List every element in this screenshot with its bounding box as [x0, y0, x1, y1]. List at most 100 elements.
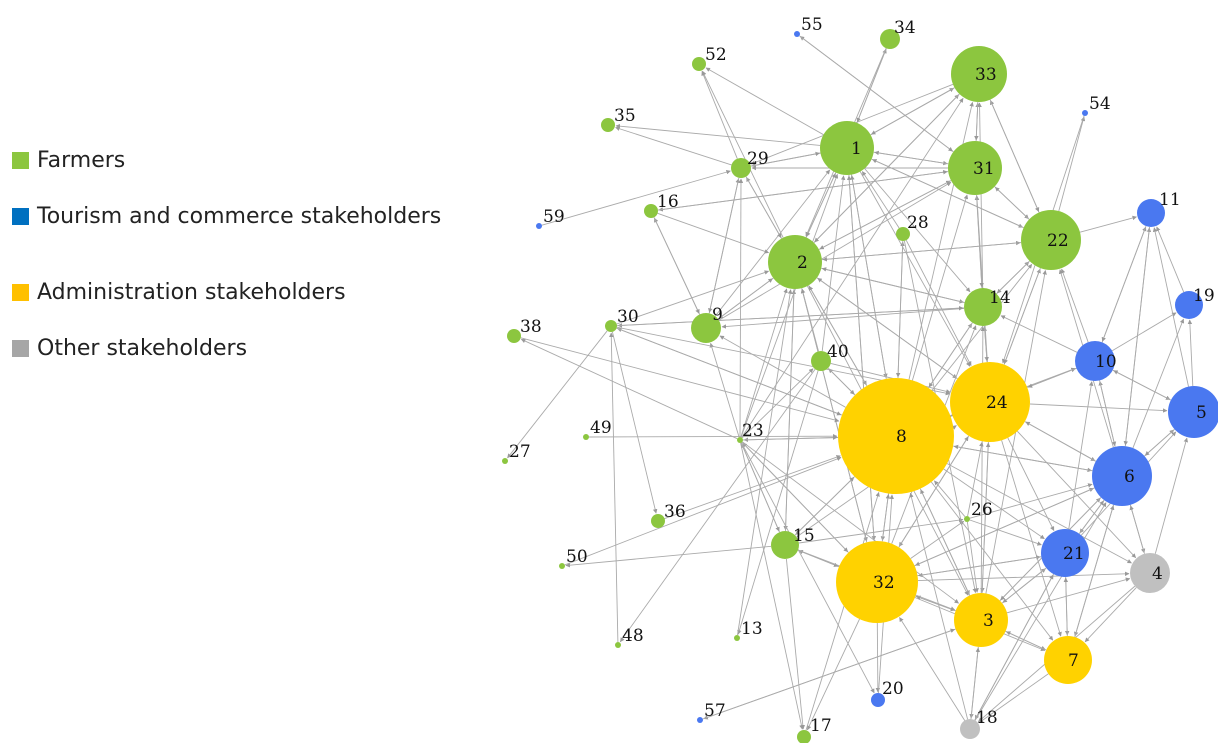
edge-26-3 [966, 521, 979, 593]
node-label-50: 50 [566, 547, 588, 567]
node-17 [797, 730, 811, 743]
node-38 [507, 329, 521, 343]
node-52 [692, 57, 706, 71]
edge-3-4 [1006, 577, 1131, 614]
edge-33-1 [871, 87, 955, 135]
edge-59-29 [541, 169, 731, 226]
edge-30-27 [507, 330, 608, 459]
edge-7-18 [978, 673, 1049, 724]
edge-30-8 [616, 327, 842, 416]
edge-34-1 [856, 48, 887, 123]
edge-21-10 [1068, 381, 1094, 530]
node-label-24: 24 [986, 393, 1008, 413]
node-label-9: 9 [712, 305, 723, 325]
node-label-36: 36 [664, 502, 686, 522]
edge-2-1 [805, 173, 836, 238]
node-33 [951, 46, 1007, 102]
edge-22-2 [822, 242, 1022, 262]
edge-18-3 [970, 647, 981, 720]
edge-8-1 [850, 175, 887, 379]
edge-57-3 [702, 628, 956, 720]
edge-13-2 [737, 289, 793, 636]
edge-18-8 [909, 492, 969, 720]
legend-label-other: Other stakeholders [37, 336, 248, 361]
edge-24-2 [817, 277, 958, 380]
edge-23-8 [742, 435, 838, 441]
edge-7-6 [1074, 505, 1115, 638]
edge-23-38 [520, 338, 738, 440]
node-label-49: 49 [590, 418, 612, 438]
edge-8-2 [808, 285, 868, 387]
node-19 [1175, 291, 1203, 319]
edge-40-2 [800, 288, 819, 352]
legend-item-administration: Administration stakeholders [12, 280, 346, 305]
node-label-31: 31 [973, 159, 995, 179]
edge-15-8 [794, 476, 855, 536]
edge-3-8 [920, 489, 971, 596]
node-22 [1021, 210, 1081, 270]
node-label-38: 38 [520, 317, 542, 337]
edge-26-24 [967, 441, 984, 517]
node-59 [536, 223, 542, 229]
node-label-7: 7 [1068, 651, 1079, 671]
edge-33-22 [989, 99, 1040, 213]
nodes-layer [502, 29, 1218, 743]
edge-32-20 [875, 622, 881, 693]
legend-label-farmers: Farmers [37, 148, 126, 173]
edge-5-11 [1152, 227, 1189, 387]
edge-22-11 [1079, 215, 1137, 233]
edge-21-6 [1078, 500, 1104, 534]
node-label-8: 8 [896, 427, 907, 447]
node-1 [820, 121, 874, 175]
edge-19-11 [1156, 226, 1185, 293]
node-label-10: 10 [1095, 352, 1117, 372]
edge-33-31 [974, 101, 979, 141]
node-label-16: 16 [657, 192, 679, 212]
edge-10-19 [1111, 312, 1177, 352]
legend-item-farmers: Farmers [12, 148, 125, 173]
node-label-19: 19 [1193, 286, 1215, 306]
edge-31-14 [976, 194, 984, 288]
edge-14-2 [821, 267, 965, 304]
edge-5-10 [1113, 370, 1172, 401]
legend-label-tourism: Tourism and commerce stakeholders [37, 204, 442, 229]
edge-50-8 [564, 456, 842, 566]
node-label-11: 11 [1159, 190, 1181, 210]
legend-swatch-tourism [12, 208, 29, 225]
edge-8-4 [946, 463, 1132, 564]
edge-6-32 [915, 487, 1095, 566]
edge-4-6 [1129, 505, 1145, 554]
node-55 [794, 31, 800, 37]
edge-15-17 [785, 558, 806, 730]
node-label-1: 1 [851, 139, 862, 159]
node-34 [880, 29, 900, 49]
node-9 [691, 313, 721, 343]
edge-23-40 [741, 368, 814, 439]
legend-swatch-other [12, 340, 29, 357]
edge-6-24 [1025, 421, 1097, 462]
edge-29-1 [750, 151, 820, 167]
edge-29-2 [745, 176, 782, 239]
edge-32-24 [898, 436, 969, 548]
edge-10-6 [1099, 380, 1117, 447]
edge-23-1 [740, 173, 839, 438]
edge-6-8 [953, 444, 1093, 472]
edge-55-31 [799, 35, 953, 152]
edges-layer [507, 35, 1194, 731]
edge-1-35 [615, 123, 821, 146]
edge-1-14 [864, 168, 971, 293]
node-20 [871, 693, 885, 707]
edge-31-1 [874, 150, 949, 165]
edge-48-30 [609, 332, 619, 643]
edge-3-24 [981, 442, 991, 594]
edge-22-24 [1003, 267, 1041, 365]
node-3 [954, 593, 1008, 647]
node-label-30: 30 [617, 307, 639, 327]
node-label-33: 33 [975, 65, 997, 85]
legend-swatch-farmers [12, 152, 29, 169]
edge-29-35 [615, 126, 732, 166]
edge-22-31 [994, 186, 1030, 220]
legend-item-tourism: Tourism and commerce stakeholders [12, 204, 441, 229]
node-18 [960, 719, 980, 739]
